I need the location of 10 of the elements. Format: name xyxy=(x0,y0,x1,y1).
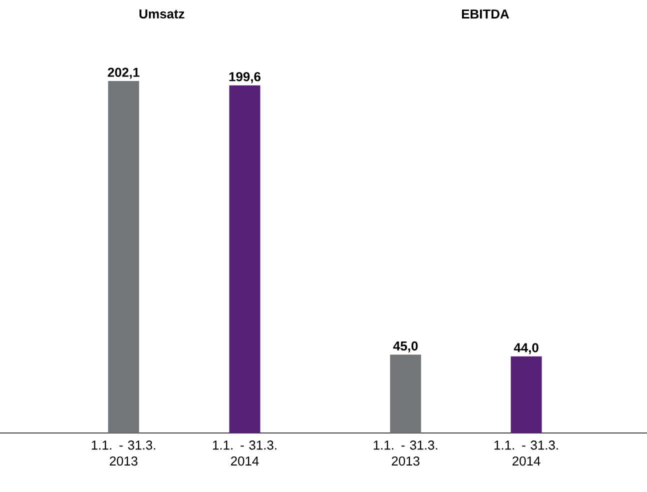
chart-title: Umsatz xyxy=(140,9,184,18)
data-label: 199,6 xyxy=(229,72,260,84)
x-tick-label: 1.1. - 31.3. 2013 xyxy=(374,440,438,466)
data-label: 44,0 xyxy=(514,343,538,354)
data-label: 45,0 xyxy=(393,341,418,352)
x-tick-label: 1.1. - 31.3. 2013 xyxy=(92,440,156,466)
data-label: 202,1 xyxy=(108,68,140,79)
chart-title: EBITDA xyxy=(462,10,510,18)
x-tick-label: 1.1. - 31.3. 2014 xyxy=(494,440,558,466)
x-tick-label: 1.1. - 31.3. 2014 xyxy=(212,440,276,466)
